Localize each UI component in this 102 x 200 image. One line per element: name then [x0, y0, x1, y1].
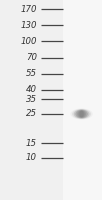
Text: 100: 100 [20, 36, 37, 46]
Text: 70: 70 [26, 53, 37, 62]
Ellipse shape [77, 110, 86, 118]
Ellipse shape [80, 111, 84, 117]
Text: 10: 10 [26, 154, 37, 162]
Text: 170: 170 [20, 4, 37, 14]
Ellipse shape [75, 110, 88, 118]
Ellipse shape [74, 109, 89, 119]
Text: 40: 40 [26, 85, 37, 94]
Ellipse shape [72, 109, 91, 119]
Text: 15: 15 [26, 138, 37, 148]
FancyBboxPatch shape [63, 0, 102, 200]
Text: 130: 130 [20, 21, 37, 29]
Ellipse shape [78, 110, 85, 118]
Text: 35: 35 [26, 95, 37, 104]
Ellipse shape [70, 108, 93, 119]
Text: 25: 25 [26, 110, 37, 118]
Text: 55: 55 [26, 70, 37, 78]
